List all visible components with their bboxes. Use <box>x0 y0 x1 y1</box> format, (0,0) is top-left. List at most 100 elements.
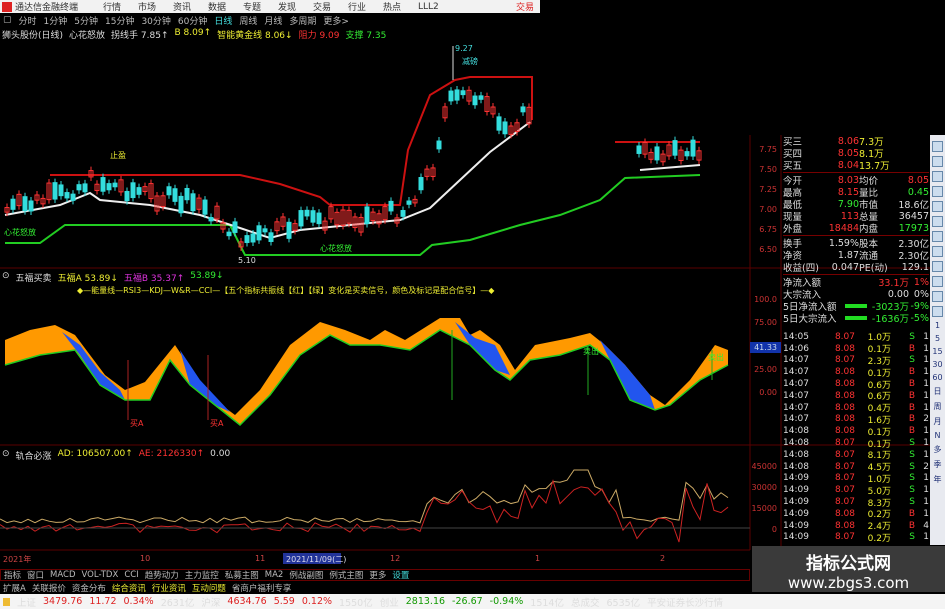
toolbar-tool-icon[interactable] <box>932 186 943 197</box>
indicator-tab[interactable]: MA2 <box>264 570 284 580</box>
menu-item[interactable]: 行业 <box>348 3 367 13</box>
side-period-button[interactable]: 5 <box>934 334 941 343</box>
date-label: 2021/11/09(二) <box>286 555 347 564</box>
quote-cell: 8.05 <box>907 174 929 186</box>
tick-cell: B <box>908 426 915 437</box>
info-tab[interactable]: 综合资讯 <box>111 583 146 594</box>
indicator-tab[interactable]: 更多 <box>369 571 387 581</box>
ticker-item: 总成交 <box>570 597 600 609</box>
quote-cell: 8.15 <box>837 186 859 198</box>
toolbar-tool-icon[interactable] <box>932 261 943 272</box>
sell-label: 卖出 <box>708 353 724 362</box>
info-tab[interactable]: 行业资讯 <box>151 583 186 594</box>
menu-item[interactable]: 资讯 <box>173 3 192 13</box>
candle <box>154 195 160 212</box>
period-tab[interactable]: 1分钟 <box>43 16 68 27</box>
indicator-tab[interactable]: 指标 <box>4 571 22 581</box>
toolbar-tool-icon[interactable] <box>932 231 943 242</box>
period-tab[interactable]: 周线 <box>239 16 258 27</box>
toolbar-tool-icon[interactable] <box>932 291 943 302</box>
toolbar-tool-icon[interactable] <box>932 246 943 257</box>
toolbar-tool-icon[interactable] <box>932 216 943 227</box>
indicator-tab[interactable]: MACD <box>50 570 76 580</box>
menu-item[interactable]: 专题 <box>243 3 262 13</box>
indicator-tab[interactable]: CCI <box>124 570 139 580</box>
side-period-button[interactable]: 30 <box>932 360 943 369</box>
toolbar-tool-icon[interactable] <box>932 201 943 212</box>
side-period-button[interactable]: 60 <box>932 373 943 382</box>
tick-cell: 8.07 <box>834 461 855 472</box>
ticker-item[interactable]: 平安证券长沙行情 <box>647 597 724 609</box>
info-tab[interactable]: 扩展A <box>3 583 26 594</box>
osc-title[interactable]: 五福买卖 <box>15 274 52 284</box>
period-tab[interactable]: 15分钟 <box>105 16 135 27</box>
market-icon <box>3 597 10 606</box>
menu-item[interactable]: 数据 <box>208 3 227 13</box>
ad-title[interactable]: 轨合必涨 <box>15 452 52 462</box>
indicator-tab[interactable]: 趋势动力 <box>144 571 179 581</box>
period-tab[interactable]: 更多> <box>323 16 349 27</box>
menu-item[interactable]: 市场 <box>138 3 157 13</box>
indicator-tab[interactable]: 私募主图 <box>224 571 259 581</box>
flow-row: 净流入额 33.1万 1% <box>783 276 929 290</box>
candle <box>142 186 148 192</box>
info-tab[interactable]: 资金分布 <box>71 583 106 594</box>
trade-button[interactable]: 交易 <box>515 3 534 13</box>
menu-item[interactable]: 发现 <box>278 3 297 13</box>
candle <box>52 182 58 200</box>
menu-item[interactable]: 热点 <box>383 3 402 13</box>
info-tab[interactable]: 互动问题 <box>191 583 226 594</box>
side-period-button[interactable]: 年 <box>933 475 942 484</box>
candle <box>526 106 532 125</box>
period-tab[interactable]: 60分钟 <box>177 16 208 27</box>
period-tab[interactable]: 多周期 <box>289 16 317 27</box>
indicator-tab[interactable]: 窗口 <box>27 571 45 581</box>
info-tab[interactable]: 省商户福利专享 <box>231 583 292 594</box>
menu-item[interactable]: 交易 <box>313 3 332 13</box>
period-tab[interactable]: 月线 <box>264 16 283 27</box>
candle <box>514 122 520 133</box>
side-period-button[interactable]: 月 <box>933 417 942 426</box>
indicator-tab[interactable]: 设置 <box>392 571 410 581</box>
period-tab[interactable]: 5分钟 <box>74 16 98 27</box>
candle <box>232 221 238 233</box>
flow-row: 5日净流入额 -3023万 -9% <box>783 300 929 314</box>
side-period-button[interactable]: 日 <box>933 387 942 396</box>
toolbar-tool-icon[interactable] <box>932 276 943 287</box>
side-period-button[interactable]: 季 <box>933 460 942 469</box>
menu-item[interactable]: LLL2 <box>418 1 439 12</box>
candle <box>220 222 226 230</box>
indicator-tab[interactable]: 例战副图 <box>289 571 324 581</box>
layout-icon[interactable]: ▢ <box>3 15 12 25</box>
side-period-button[interactable]: 多 <box>933 445 942 454</box>
side-period-button[interactable]: 15 <box>932 347 943 356</box>
buy-label: 买A <box>210 419 224 428</box>
tick-cell: S <box>909 355 915 366</box>
side-period-button[interactable]: N <box>934 431 941 440</box>
side-period-button[interactable]: 周 <box>933 402 942 411</box>
osc-axis-label: 75.00 <box>754 318 777 327</box>
toolbar-tool-icon[interactable] <box>932 306 943 317</box>
toolbar-tool-icon[interactable] <box>932 141 943 152</box>
period-tab[interactable]: 30分钟 <box>141 16 171 27</box>
candle <box>70 193 76 201</box>
menu-item[interactable]: 行情 <box>103 3 122 13</box>
indicator-tab[interactable]: 主力监控 <box>184 571 219 581</box>
side-period-button[interactable]: 1 <box>934 321 941 330</box>
toolbar-tool-icon[interactable] <box>932 171 943 182</box>
tick-cell: 8.08 <box>834 379 855 390</box>
toolbar-tool-icon[interactable] <box>932 156 943 167</box>
candle <box>4 207 10 213</box>
indicator-name[interactable]: 心花怒放 <box>69 31 106 41</box>
candle <box>454 89 460 101</box>
osc-axis-label: 100.0 <box>754 295 777 304</box>
info-tab[interactable]: 关联报价 <box>31 583 66 594</box>
indicator-tab[interactable]: VOL-TDX <box>81 570 119 580</box>
period-tab[interactable]: 分时 <box>18 16 37 27</box>
flow-bar <box>845 316 867 320</box>
indicator-tab[interactable]: 例式主图 <box>329 571 364 581</box>
candle <box>666 144 672 157</box>
tick-list[interactable]: 14:05 8.07 1.0万 S 1 14:06 8.08 0.1万 B 1 14:07 8.07 2… <box>783 331 929 544</box>
flow-value: 33.1万 <box>878 278 909 289</box>
period-tab[interactable]: 日线 <box>214 16 233 27</box>
